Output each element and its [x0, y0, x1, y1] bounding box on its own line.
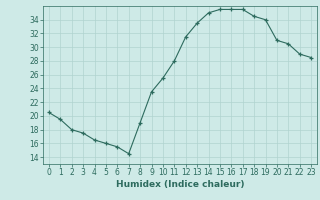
X-axis label: Humidex (Indice chaleur): Humidex (Indice chaleur): [116, 180, 244, 189]
